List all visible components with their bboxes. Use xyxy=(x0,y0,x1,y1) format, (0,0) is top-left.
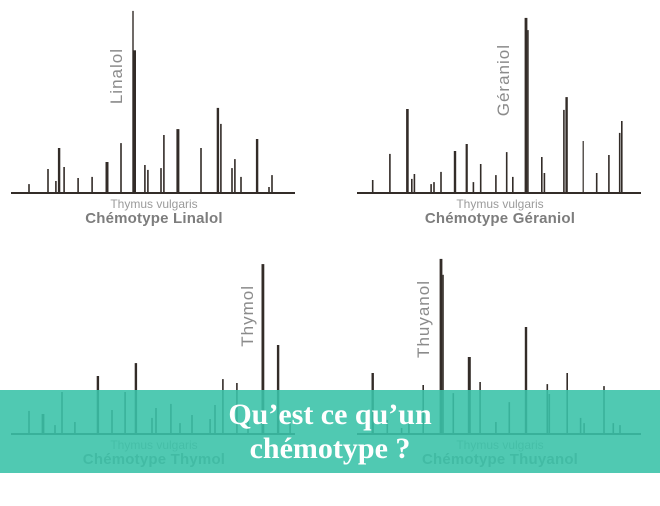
chromatogram-linalol xyxy=(11,10,295,194)
caption-line2: chémotype ? xyxy=(249,431,411,465)
peak-annotation-thuyanol: Thuyanol xyxy=(414,280,433,358)
peak-annotation-thymol: Thymol xyxy=(238,285,257,347)
species-label: Thymus vulgaris xyxy=(456,197,544,211)
species-label: Thymus vulgaris xyxy=(110,197,198,211)
peak-annotation-geraniol: Géraniol xyxy=(494,44,513,117)
caption-banner: Qu’est ce qu’un chémotype ? xyxy=(0,390,660,473)
chromatogram-geraniol xyxy=(357,17,641,194)
chart-linalol: Linalol Thymus vulgaris Chémotype Linalo… xyxy=(8,8,300,242)
peak-annotation-linalol: Linalol xyxy=(107,48,126,105)
chemotype-title: Chémotype Linalol xyxy=(85,210,223,227)
chemotype-title: Chémotype Géraniol xyxy=(424,210,576,227)
caption-line1: Qu’est ce qu’un xyxy=(228,397,432,431)
chart-geraniol: Géraniol Thymus vulgaris Chémotype Géran… xyxy=(354,8,646,242)
